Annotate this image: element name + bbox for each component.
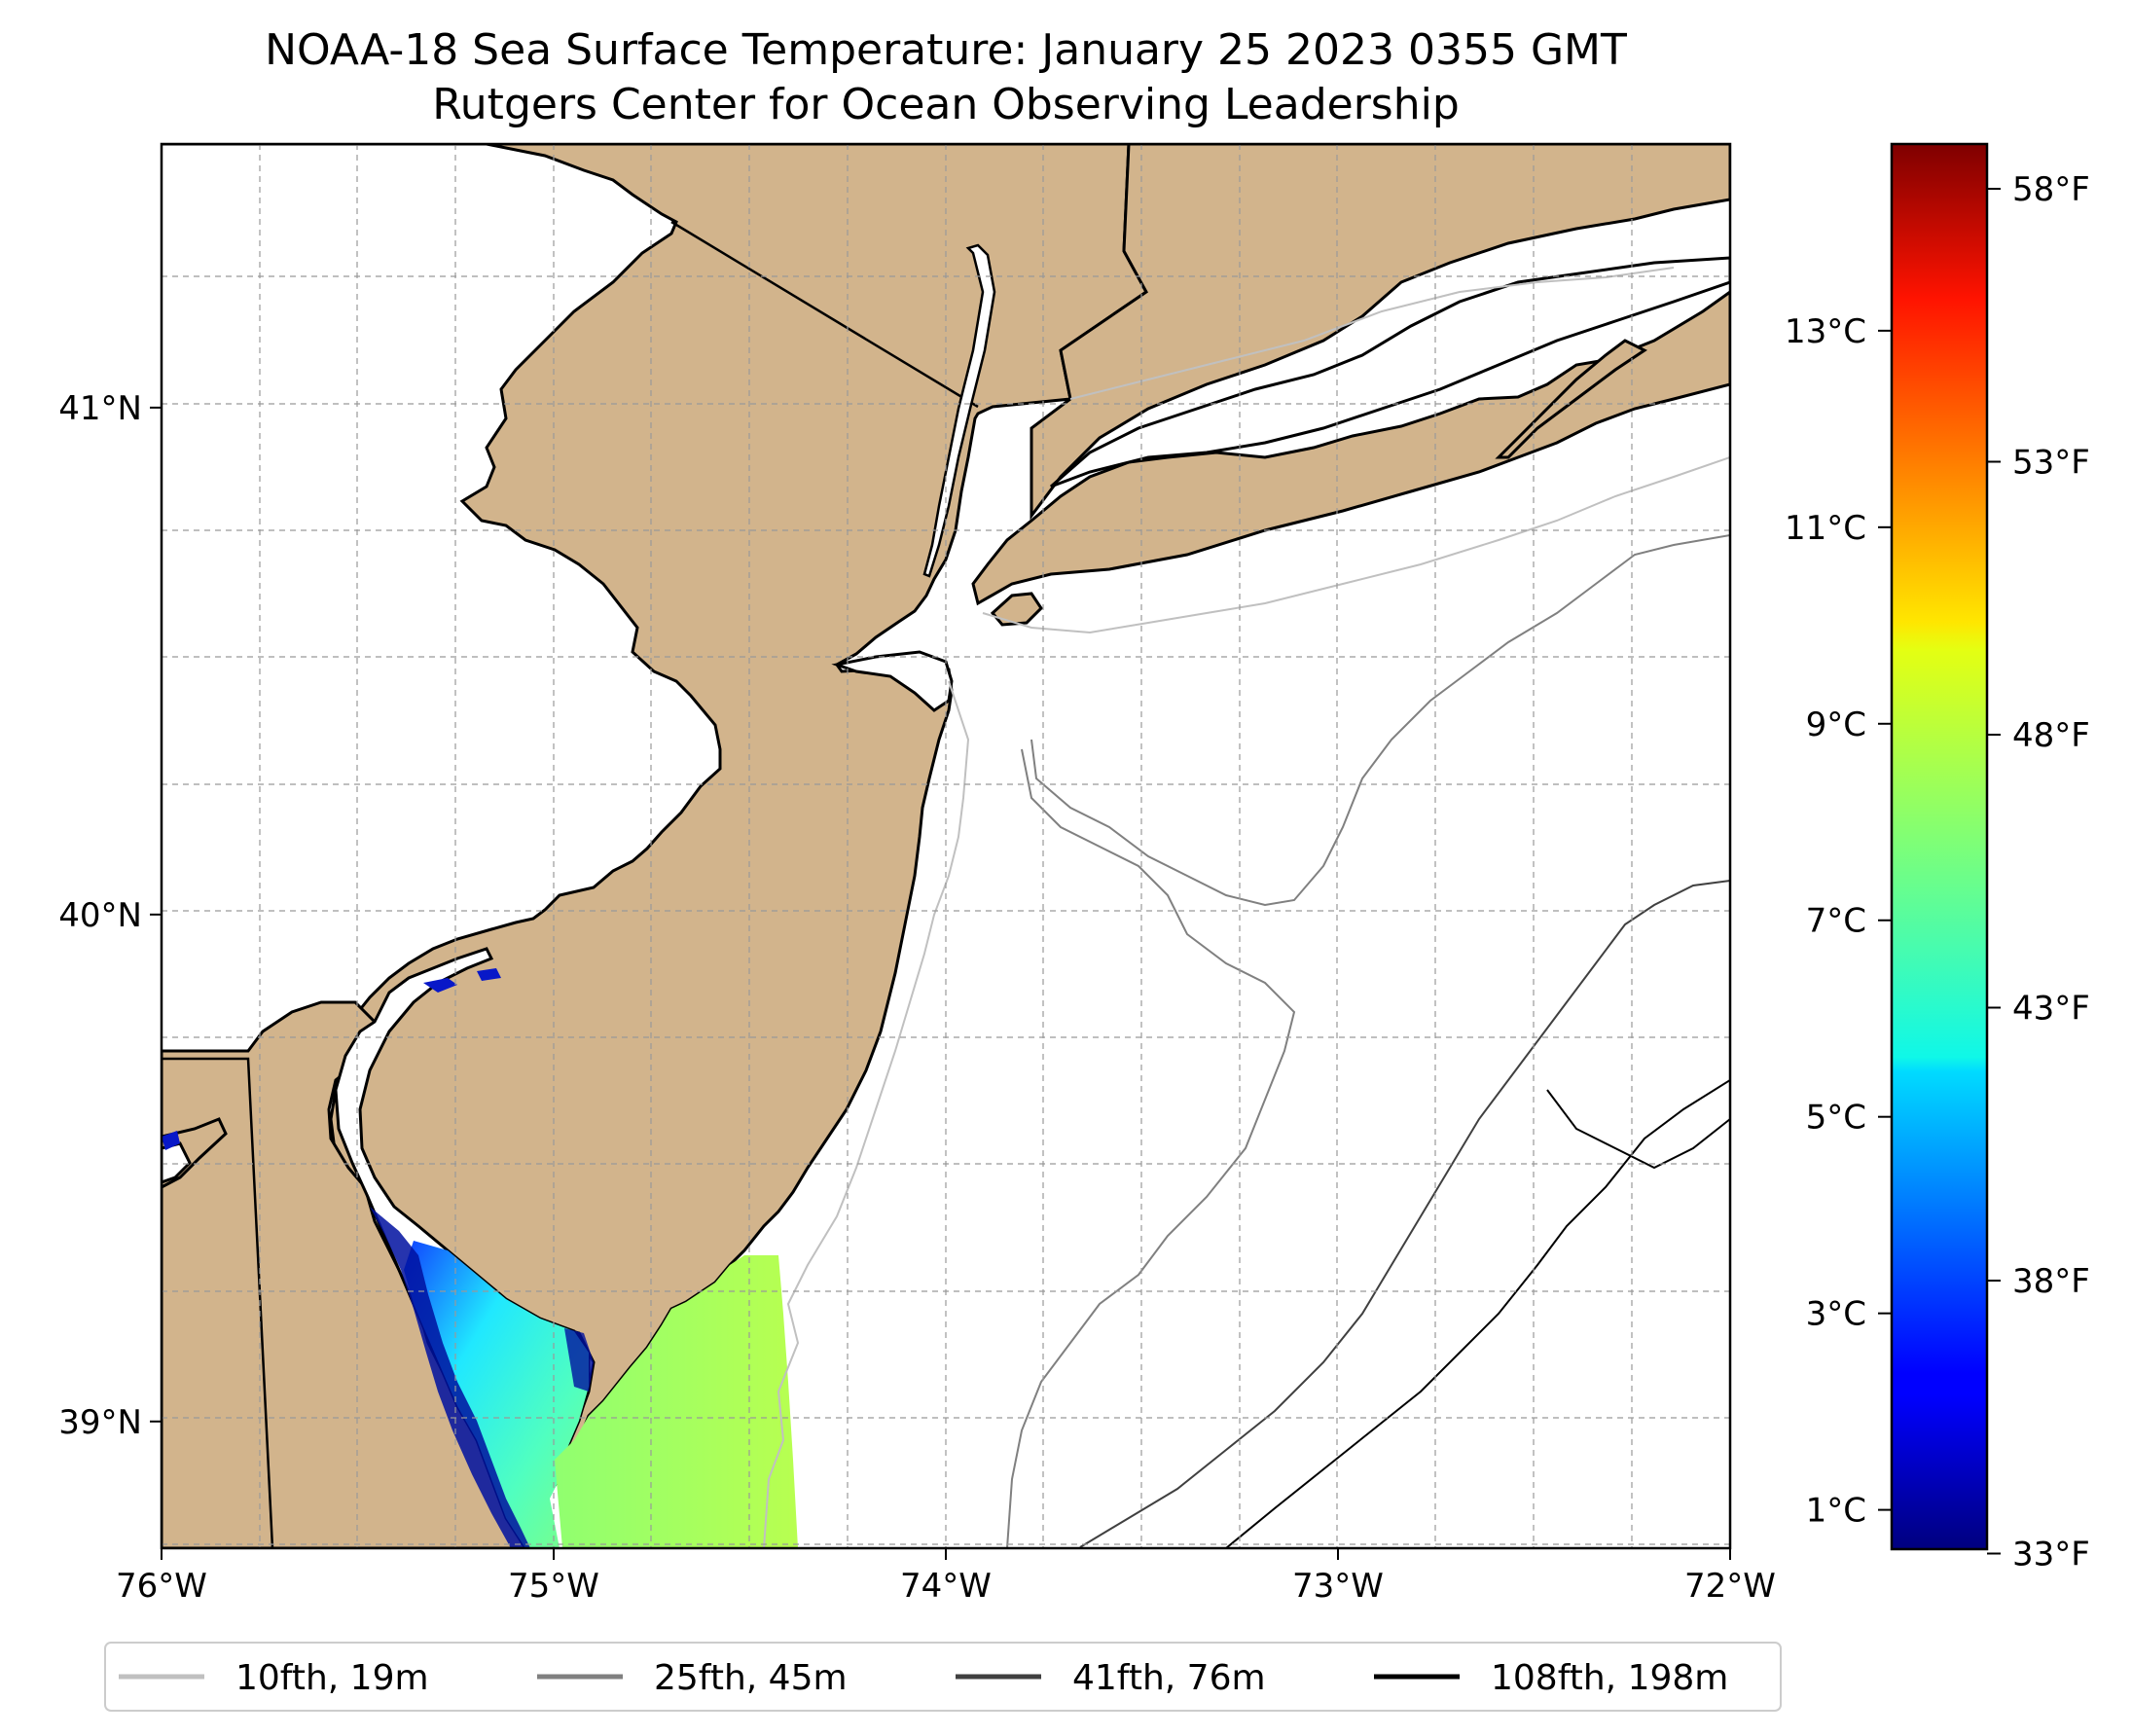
long-island-sound bbox=[1050, 256, 1730, 488]
bathymetry-contours bbox=[763, 267, 1730, 1548]
state-border-pa-nj-ny bbox=[670, 220, 979, 409]
lon-tick-label: 75°W bbox=[508, 1567, 599, 1606]
celsius-tick-label: 9°C bbox=[1806, 705, 1866, 744]
lon-tick-label: 76°W bbox=[116, 1567, 207, 1606]
sst-upper-bay-blue-2 bbox=[477, 968, 501, 981]
contour-10fth-nj bbox=[763, 680, 970, 1548]
sst-data-layer bbox=[162, 968, 798, 1548]
fahrenheit-tick-label: 58°F bbox=[2012, 170, 2090, 209]
fahrenheit-tick-label: 43°F bbox=[2012, 989, 2090, 1028]
raritan-bay bbox=[831, 650, 954, 712]
legend: 10fth, 19m 25fth, 45m 41fth, 76m 108fth,… bbox=[104, 1642, 1782, 1712]
sst-cape-may-cold bbox=[564, 1328, 594, 1392]
sst-upper-bay-blue bbox=[423, 978, 457, 993]
lat-tick-label: 39°N bbox=[58, 1403, 142, 1442]
fahrenheit-tick-label: 48°F bbox=[2012, 716, 2090, 755]
sst-offshore bbox=[555, 1255, 798, 1548]
fahrenheit-tick-label: 33°F bbox=[2012, 1535, 2090, 1573]
contour-108fth bbox=[1225, 1079, 1730, 1548]
legend-label-41fth: 41fth, 76m bbox=[1072, 1658, 1266, 1698]
legend-label-25fth: 25fth, 45m bbox=[654, 1658, 848, 1698]
celsius-tick-label: 7°C bbox=[1806, 902, 1866, 941]
map-title-line1: NOAA-18 Sea Surface Temperature: January… bbox=[265, 25, 1627, 75]
contour-10fth-coast bbox=[982, 456, 1730, 634]
sst-delaware-bay bbox=[404, 1241, 589, 1548]
contour-25fth bbox=[1006, 748, 1296, 1548]
hudson-river bbox=[922, 243, 996, 578]
sst-coastal-cold-edge bbox=[370, 1207, 530, 1548]
legend-label-10fth: 10fth, 19m bbox=[235, 1658, 429, 1698]
legend-label-108fth: 108fth, 198m bbox=[1491, 1658, 1728, 1698]
colorbar: 1°C 3°C 5°C 7°C 9°C 11°C 13°C 33°F 38°F 43°F 48°F… bbox=[1785, 142, 2090, 1573]
legend-item-41fth: 41fth, 76m bbox=[956, 1658, 1266, 1698]
long-island-north-fork bbox=[1495, 339, 1647, 459]
celsius-tick-label: 13°C bbox=[1785, 312, 1866, 351]
fahrenheit-tick-label: 53°F bbox=[2012, 443, 2090, 482]
connecticut-shore bbox=[1030, 144, 1730, 521]
longitude-axis: 76°W 75°W 74°W 73°W 72°W bbox=[116, 1548, 1776, 1606]
legend-item-10fth: 10fth, 19m bbox=[119, 1658, 429, 1698]
celsius-tick-label: 5°C bbox=[1806, 1099, 1866, 1138]
contour-41fth bbox=[1079, 880, 1730, 1548]
celsius-tick-label: 11°C bbox=[1785, 509, 1866, 548]
lat-tick-label: 41°N bbox=[58, 389, 142, 428]
map-title-line2: Rutgers Center for Ocean Observing Leade… bbox=[432, 80, 1460, 129]
lon-tick-label: 74°W bbox=[900, 1567, 992, 1606]
sst-left-edge-blue bbox=[162, 1131, 180, 1150]
colorbar-gradient bbox=[1890, 142, 1989, 1551]
legend-item-108fth: 108fth, 198m bbox=[1374, 1658, 1728, 1698]
lon-tick-label: 73°W bbox=[1292, 1567, 1384, 1606]
legend-box bbox=[104, 1642, 1782, 1712]
lat-tick-label: 40°N bbox=[58, 896, 142, 935]
contour-25fth-ridge bbox=[1030, 534, 1730, 907]
celsius-tick-label: 1°C bbox=[1806, 1492, 1866, 1531]
contour-108fth-east bbox=[1546, 1089, 1730, 1170]
graticule bbox=[162, 144, 1730, 1548]
fahrenheit-tick-label: 38°F bbox=[2012, 1262, 2090, 1301]
celsius-tick-label: 3°C bbox=[1806, 1295, 1866, 1334]
map-panel[interactable] bbox=[162, 144, 1730, 1548]
staten-island bbox=[990, 592, 1043, 627]
legend-item-25fth: 25fth, 45m bbox=[537, 1658, 848, 1698]
land-long-island bbox=[971, 290, 1730, 606]
colorbar-celsius-axis: 1°C 3°C 5°C 7°C 9°C 11°C 13°C bbox=[1785, 312, 1892, 1531]
state-border-de-md bbox=[162, 1057, 274, 1548]
latitude-axis: 41°N 40°N 39°N bbox=[58, 389, 162, 1442]
contour-10fth-ls bbox=[1069, 267, 1675, 400]
colorbar-fahrenheit-axis: 33°F 38°F 43°F 48°F 53°F 58°F bbox=[1987, 170, 2090, 1573]
lon-tick-label: 72°W bbox=[1684, 1567, 1776, 1606]
